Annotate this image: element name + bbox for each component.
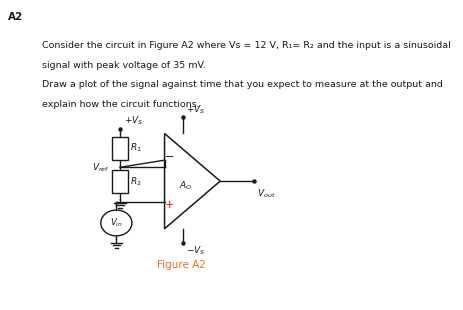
Text: +: + [165, 200, 174, 210]
Text: $+V_S$: $+V_S$ [124, 115, 144, 127]
Text: explain how the circuit functions.: explain how the circuit functions. [42, 100, 200, 109]
Text: −: − [165, 152, 174, 162]
Text: $A_O$: $A_O$ [179, 179, 193, 192]
Text: $R_1$: $R_1$ [130, 142, 142, 154]
Text: Draw a plot of the signal against time that you expect to measure at the output : Draw a plot of the signal against time t… [42, 80, 443, 89]
Bar [112, 170, 128, 193]
Text: A2: A2 [8, 12, 23, 22]
Text: Figure A2: Figure A2 [156, 260, 206, 270]
Bar [112, 137, 128, 160]
Text: $V_{out}$: $V_{out}$ [257, 187, 275, 200]
Text: $V_{in}$: $V_{in}$ [110, 217, 123, 229]
Text: $-V_S$: $-V_S$ [186, 245, 206, 257]
Text: $R_2$: $R_2$ [130, 176, 142, 188]
Text: Consider the circuit in Figure A2 where Vs = 12 V, R₁= R₂ and the input is a sin: Consider the circuit in Figure A2 where … [42, 41, 451, 50]
Text: $+V_S$: $+V_S$ [186, 103, 206, 116]
Text: signal with peak voltage of 35 mV.: signal with peak voltage of 35 mV. [42, 61, 206, 70]
Text: $V_{ref}$: $V_{ref}$ [92, 161, 110, 174]
